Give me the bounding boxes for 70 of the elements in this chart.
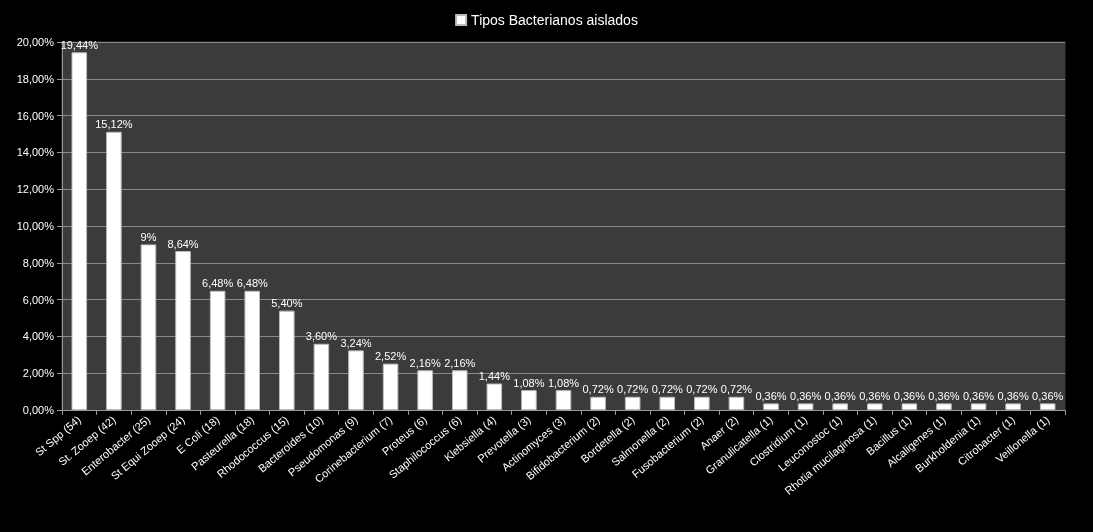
bar	[417, 370, 433, 410]
bar	[106, 131, 122, 410]
y-tick-label: 20,00%	[16, 36, 55, 48]
legend-label: Tipos Bacterianos aislados	[471, 12, 638, 28]
data-label: 6,48%	[202, 277, 234, 290]
y-tick-label: 18,00%	[16, 72, 55, 85]
data-label: 0,36%	[928, 389, 960, 402]
bar	[451, 370, 468, 410]
bar	[348, 350, 364, 410]
bar	[521, 390, 537, 410]
data-label: 0,72%	[582, 383, 614, 396]
y-tick-label: 8,00%	[22, 256, 55, 269]
bar	[866, 403, 883, 410]
data-label: 2,16%	[444, 356, 476, 369]
bar	[209, 290, 226, 410]
bar	[970, 403, 987, 410]
data-label: 1,08%	[513, 376, 545, 389]
data-label: 0,36%	[790, 389, 822, 402]
bar	[244, 290, 261, 410]
y-tick-label: 0,00%	[22, 404, 55, 416]
data-label: 3,60%	[305, 330, 338, 343]
data-label: 0,72%	[617, 383, 649, 396]
bar	[555, 390, 572, 410]
data-label: 2,52%	[374, 350, 407, 363]
data-label: 0,72%	[720, 383, 753, 396]
bar	[140, 244, 157, 410]
data-label: 19,44%	[60, 38, 99, 51]
bar	[728, 396, 745, 410]
data-label: 0,36%	[1032, 389, 1064, 402]
data-label: 3,24%	[340, 336, 372, 349]
data-label: 0,36%	[893, 389, 926, 402]
y-tick-label: 6,00%	[22, 293, 55, 306]
data-label: 5,40%	[271, 297, 303, 310]
bar	[590, 396, 606, 410]
y-tick-label: 10,00%	[16, 220, 55, 232]
bar	[936, 403, 952, 410]
data-label: 0,72%	[686, 383, 718, 396]
bar	[797, 403, 814, 410]
bar	[832, 403, 848, 410]
bar	[901, 403, 918, 410]
y-tick-label: 16,00%	[16, 109, 55, 122]
bar	[624, 396, 641, 410]
data-label: 0,36%	[824, 389, 856, 402]
data-label: 0,36%	[859, 389, 891, 402]
bar	[1005, 403, 1021, 410]
bar	[175, 251, 191, 410]
bar	[763, 403, 779, 410]
data-label: 2,16%	[409, 356, 441, 369]
bar	[71, 52, 88, 410]
bar	[486, 383, 503, 410]
data-label: 9%	[140, 230, 157, 243]
data-label: 1,44%	[478, 370, 511, 382]
bar	[382, 363, 399, 410]
y-tick-label: 4,00%	[22, 330, 55, 343]
data-label: 6,48%	[236, 277, 269, 290]
bar	[694, 396, 710, 410]
bar	[659, 396, 676, 410]
y-tick-label: 12,00%	[16, 183, 55, 196]
y-tick-label: 14,00%	[16, 146, 55, 159]
data-label: 0,36%	[755, 389, 787, 402]
data-label: 1,08%	[547, 376, 580, 389]
data-label: 15,12%	[95, 118, 133, 131]
data-label: 0,36%	[962, 389, 995, 402]
data-label: 8,64%	[167, 237, 199, 250]
bar	[313, 343, 330, 410]
data-label: 0,72%	[651, 383, 684, 396]
data-label: 0,36%	[997, 389, 1029, 402]
bar	[1039, 403, 1056, 410]
y-tick-label: 2,00%	[22, 367, 55, 380]
bar	[279, 310, 295, 410]
